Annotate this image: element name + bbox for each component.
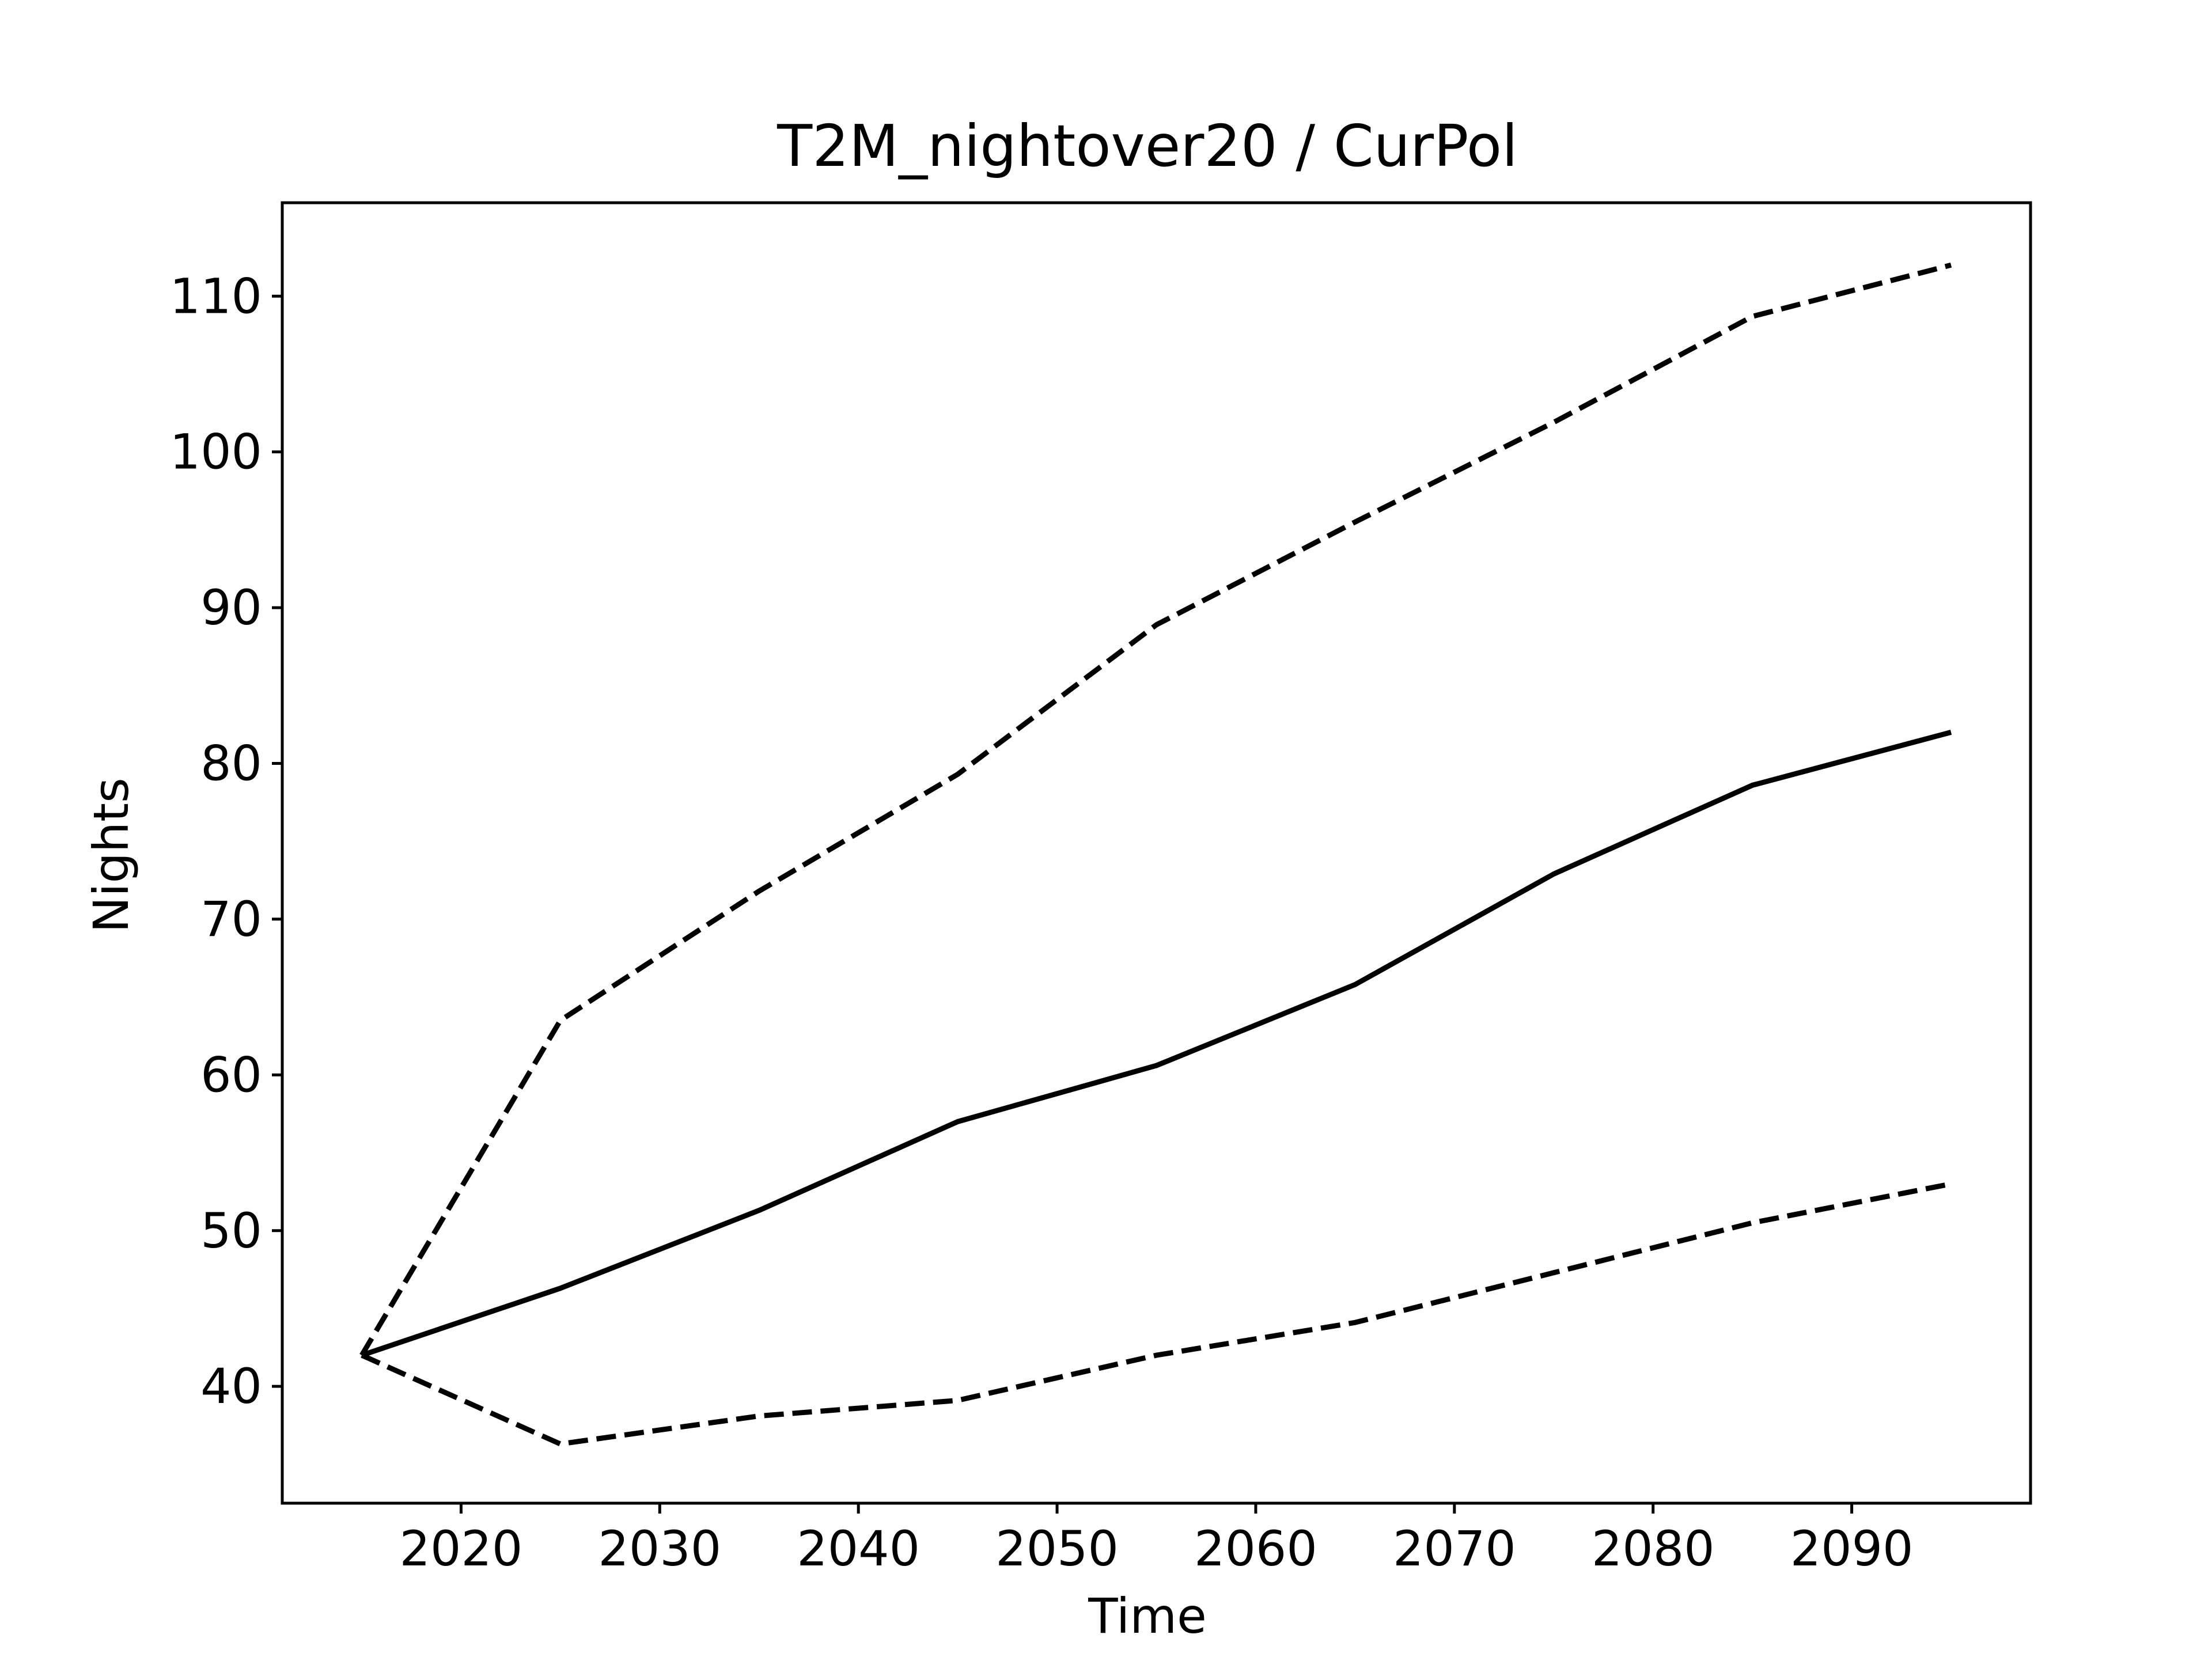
y-tick-label: 50: [200, 1203, 262, 1259]
plot-area-frame: [281, 201, 2032, 1505]
x-axis-label: Time: [1088, 1588, 1207, 1644]
y-tick-label: 80: [200, 735, 262, 792]
chart-title: T2M_nightover20 / CurPol: [777, 112, 1518, 180]
x-axis-ticks: 2020 2030 2040 2050 2060 2070 2080 2090: [400, 1503, 1914, 1577]
y-axis-label: Nights: [83, 778, 139, 932]
y-tick-label: 70: [200, 891, 262, 947]
y-tick-label: 90: [200, 579, 262, 636]
x-tick-label: 2060: [1194, 1520, 1317, 1577]
x-tick-label: 2020: [400, 1520, 523, 1577]
x-tick-label: 2080: [1592, 1520, 1715, 1577]
x-tick-label: 2090: [1790, 1520, 1914, 1577]
y-axis-ticks: 40 50 60 70 80 90 100 110: [170, 268, 282, 1414]
y-tick-label: 40: [200, 1358, 262, 1414]
y-tick-label: 60: [200, 1046, 262, 1103]
series-line-2: [359, 262, 1952, 1357]
x-tick-label: 2030: [598, 1520, 721, 1577]
x-tick-label: 2050: [995, 1520, 1119, 1577]
x-tick-label: 2040: [797, 1520, 920, 1577]
series-line-1: [361, 730, 1952, 1358]
y-tick-label: 100: [170, 424, 262, 480]
series-line-3: [361, 1181, 1952, 1447]
series-layer: [359, 262, 1952, 1447]
x-tick-label: 2070: [1393, 1520, 1516, 1577]
y-tick-label: 110: [170, 268, 262, 324]
